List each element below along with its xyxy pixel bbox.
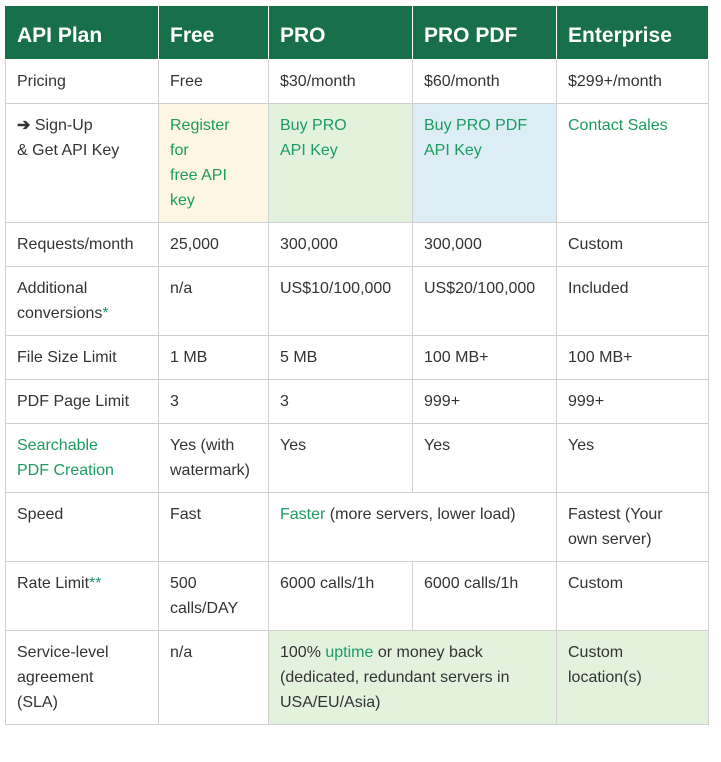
- header-enterprise: Enterprise: [556, 5, 709, 60]
- api-plan-table: API Plan Free PRO PRO PDF Enterprise Pri…: [5, 5, 709, 725]
- sla-pro: 100% uptime or money back (dedicated, re…: [268, 630, 557, 725]
- row-label-pricing: Pricing: [5, 59, 159, 104]
- sla-enterprise: Custom location(s): [556, 630, 709, 725]
- arrow-right-icon: ➔: [17, 117, 31, 134]
- pagelimit-pro: 3: [268, 379, 413, 424]
- pagelimit-enterprise: 999+: [556, 379, 709, 424]
- speed-pro: Faster (more servers, lower load): [268, 492, 557, 562]
- speed-free: Fast: [158, 492, 269, 562]
- additional-pro-pdf: US$20/100,000: [412, 266, 557, 336]
- pricing-enterprise: $299+/month: [556, 59, 709, 104]
- sla-free: n/a: [158, 630, 269, 725]
- table-row: PDF Page Limit 3 3 999+ 999+: [5, 379, 709, 424]
- searchable-pdf-link[interactable]: Searchable PDF Creation: [5, 423, 159, 493]
- row-label-signup: ➔ Sign-Up & Get API Key: [5, 103, 159, 223]
- speed-enterprise: Fastest (Your own server): [556, 492, 709, 562]
- table-row: ➔ Sign-Up & Get API Key Register for fre…: [5, 103, 709, 223]
- faster-link[interactable]: Faster: [280, 506, 326, 523]
- row-label-requests: Requests/month: [5, 222, 159, 267]
- table-row: Pricing Free $30/month $60/month $299+/m…: [5, 59, 709, 104]
- row-label-pagelimit: PDF Page Limit: [5, 379, 159, 424]
- table-row: Requests/month 25,000 300,000 300,000 Cu…: [5, 222, 709, 267]
- pricing-free: Free: [158, 59, 269, 104]
- pagelimit-pro-pdf: 999+: [412, 379, 557, 424]
- searchable-pro-pdf: Yes: [412, 423, 557, 493]
- filesize-enterprise: 100 MB+: [556, 335, 709, 380]
- signup-label-line2: & Get API Key: [17, 142, 120, 159]
- row-label-filesize: File Size Limit: [5, 335, 159, 380]
- pagelimit-free: 3: [158, 379, 269, 424]
- ratelimit-free: 500 calls/DAY: [158, 561, 269, 631]
- table-row: Additional conversions* n/a US$10/100,00…: [5, 266, 709, 336]
- ratelimit-pro-pdf: 6000 calls/1h: [412, 561, 557, 631]
- ratelimit-pro: 6000 calls/1h: [268, 561, 413, 631]
- additional-free: n/a: [158, 266, 269, 336]
- row-label-ratelimit: Rate Limit**: [5, 561, 159, 631]
- ratelimit-footnote-link[interactable]: **: [89, 575, 102, 592]
- additional-enterprise: Included: [556, 266, 709, 336]
- searchable-pro: Yes: [268, 423, 413, 493]
- filesize-pro-pdf: 100 MB+: [412, 335, 557, 380]
- additional-pro: US$10/100,000: [268, 266, 413, 336]
- additional-footnote-link[interactable]: *: [102, 305, 109, 322]
- pricing-pro-pdf: $60/month: [412, 59, 557, 104]
- searchable-free: Yes (with watermark): [158, 423, 269, 493]
- requests-pro-pdf: 300,000: [412, 222, 557, 267]
- register-free-link[interactable]: Register for free API key: [158, 103, 269, 223]
- header-row: API Plan Free PRO PRO PDF Enterprise: [5, 5, 709, 60]
- filesize-pro: 5 MB: [268, 335, 413, 380]
- pricing-pro: $30/month: [268, 59, 413, 104]
- buy-pro-link[interactable]: Buy PRO API Key: [268, 103, 413, 223]
- requests-enterprise: Custom: [556, 222, 709, 267]
- row-label-speed: Speed: [5, 492, 159, 562]
- header-pro: PRO: [268, 5, 413, 60]
- row-label-additional: Additional conversions*: [5, 266, 159, 336]
- contact-sales-link[interactable]: Contact Sales: [556, 103, 709, 223]
- signup-label-line1: Sign-Up: [34, 117, 93, 134]
- header-api-plan: API Plan: [5, 5, 159, 60]
- row-label-sla: Service-level agreement (SLA): [5, 630, 159, 725]
- header-free: Free: [158, 5, 269, 60]
- buy-pro-pdf-link[interactable]: Buy PRO PDF API Key: [412, 103, 557, 223]
- searchable-enterprise: Yes: [556, 423, 709, 493]
- table-row: File Size Limit 1 MB 5 MB 100 MB+ 100 MB…: [5, 335, 709, 380]
- table-row: Rate Limit** 500 calls/DAY 6000 calls/1h…: [5, 561, 709, 631]
- ratelimit-enterprise: Custom: [556, 561, 709, 631]
- table-row: Searchable PDF Creation Yes (with waterm…: [5, 423, 709, 493]
- header-pro-pdf: PRO PDF: [412, 5, 557, 60]
- filesize-free: 1 MB: [158, 335, 269, 380]
- uptime-link[interactable]: uptime: [325, 644, 374, 661]
- requests-free: 25,000: [158, 222, 269, 267]
- requests-pro: 300,000: [268, 222, 413, 267]
- table-row: Speed Fast Faster (more servers, lower l…: [5, 492, 709, 562]
- table-row: Service-level agreement (SLA) n/a 100% u…: [5, 630, 709, 725]
